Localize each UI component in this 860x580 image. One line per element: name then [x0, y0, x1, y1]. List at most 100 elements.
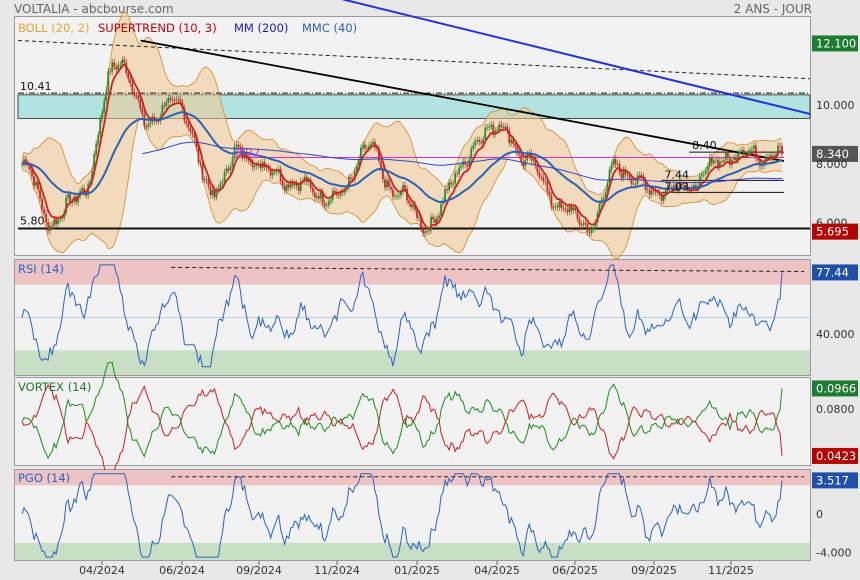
- candle-body: [311, 188, 314, 193]
- candle-body: [355, 166, 358, 172]
- candle-body: [594, 222, 597, 228]
- candle-body: [608, 169, 611, 184]
- vortex-minus-line: [21, 383, 783, 482]
- candle-body: [598, 203, 601, 214]
- candle-body: [400, 191, 402, 196]
- candle-body: [390, 186, 392, 190]
- candle-body: [364, 144, 366, 149]
- candle-body: [662, 195, 665, 201]
- candle-body: [319, 191, 322, 199]
- candle-body: [388, 180, 390, 187]
- legend-item: MM (200): [234, 21, 288, 35]
- candle-body: [289, 182, 292, 188]
- pgo-chart: PGO (14): [15, 470, 810, 560]
- candle-body: [327, 201, 330, 206]
- candle-body: [436, 217, 438, 224]
- candle-body: [492, 124, 495, 135]
- candle-body: [560, 201, 563, 208]
- candle-body: [572, 207, 575, 211]
- candle-body: [678, 181, 681, 191]
- candle-body: [357, 160, 360, 167]
- candle-body: [552, 206, 555, 208]
- candle-body: [169, 98, 172, 100]
- candle-body: [53, 219, 55, 226]
- candle-body: [454, 173, 457, 184]
- candle-body: [211, 190, 214, 195]
- x-axis-label: 01/2025: [394, 564, 440, 577]
- candle-body: [35, 181, 37, 186]
- candle-body: [414, 204, 416, 210]
- candle-body: [287, 184, 290, 188]
- axis-tick-0: 0: [816, 508, 823, 521]
- candle-body: [722, 160, 725, 162]
- candle-body: [614, 159, 617, 165]
- axis-tick-10000: 10.000: [816, 99, 855, 112]
- candle-body: [103, 100, 106, 113]
- candle-body: [672, 185, 675, 189]
- candle-body: [121, 59, 124, 65]
- candle-body: [384, 179, 386, 188]
- candle-body: [544, 181, 547, 183]
- candle-body: [111, 62, 114, 72]
- descending-trendline: [140, 39, 785, 162]
- candle-body: [654, 191, 657, 193]
- candle-body: [779, 145, 781, 147]
- legend-item: MMC (40): [302, 21, 357, 35]
- candle-body: [564, 208, 567, 210]
- candle-body: [562, 207, 565, 209]
- candle-body: [660, 195, 663, 201]
- candle-body: [183, 108, 186, 121]
- candle-body: [590, 229, 593, 233]
- candle-body: [412, 204, 414, 208]
- candle-body: [574, 207, 577, 211]
- candle-body: [380, 161, 382, 169]
- label-5-80: 5.80: [20, 215, 45, 228]
- axis-tag-12100-bg: [812, 35, 858, 52]
- candle-body: [115, 66, 118, 70]
- candle-body: [747, 151, 749, 155]
- candle-body: [444, 189, 447, 201]
- candle-body: [498, 124, 501, 130]
- candle-body: [416, 209, 418, 218]
- candle-body: [179, 99, 182, 103]
- candle-body: [135, 95, 138, 97]
- legend-item: SUPERTREND (10, 3): [98, 21, 217, 35]
- candle-body: [508, 130, 511, 143]
- candle-body: [249, 160, 252, 163]
- candle-body: [438, 215, 440, 218]
- candle-body: [109, 71, 112, 73]
- candle-body: [616, 163, 619, 165]
- candle-body: [700, 174, 703, 177]
- candle-body: [634, 183, 637, 185]
- candle-body: [422, 228, 424, 234]
- candle-body: [548, 191, 551, 196]
- candle-body: [584, 223, 587, 225]
- long-trend-dashed: [17, 40, 811, 80]
- candle-body: [424, 231, 426, 234]
- candle-body: [706, 166, 709, 171]
- candle-body: [576, 210, 579, 219]
- candle-body: [293, 183, 296, 186]
- label-7-44: 7.44: [665, 168, 690, 181]
- candle-body: [724, 152, 727, 161]
- candle-body: [456, 173, 459, 175]
- candle-body: [127, 73, 130, 80]
- candle-body: [325, 205, 328, 207]
- candle-body: [225, 168, 228, 173]
- candle-body: [446, 189, 449, 191]
- candle-body: [205, 179, 208, 181]
- candle-body: [546, 181, 549, 192]
- candle-body: [123, 59, 126, 63]
- candle-body: [745, 154, 747, 156]
- candle-body: [285, 184, 288, 191]
- x-axis-label: 11/2025: [708, 564, 754, 577]
- x-axis-label: 09/2025: [631, 564, 677, 577]
- candle-body: [769, 155, 771, 158]
- candle-body: [742, 149, 745, 155]
- candle-body: [227, 168, 230, 171]
- candle-body: [726, 152, 729, 158]
- pgo-upper-zone: [15, 470, 810, 486]
- candle-body: [366, 148, 368, 149]
- candle-body: [510, 139, 513, 143]
